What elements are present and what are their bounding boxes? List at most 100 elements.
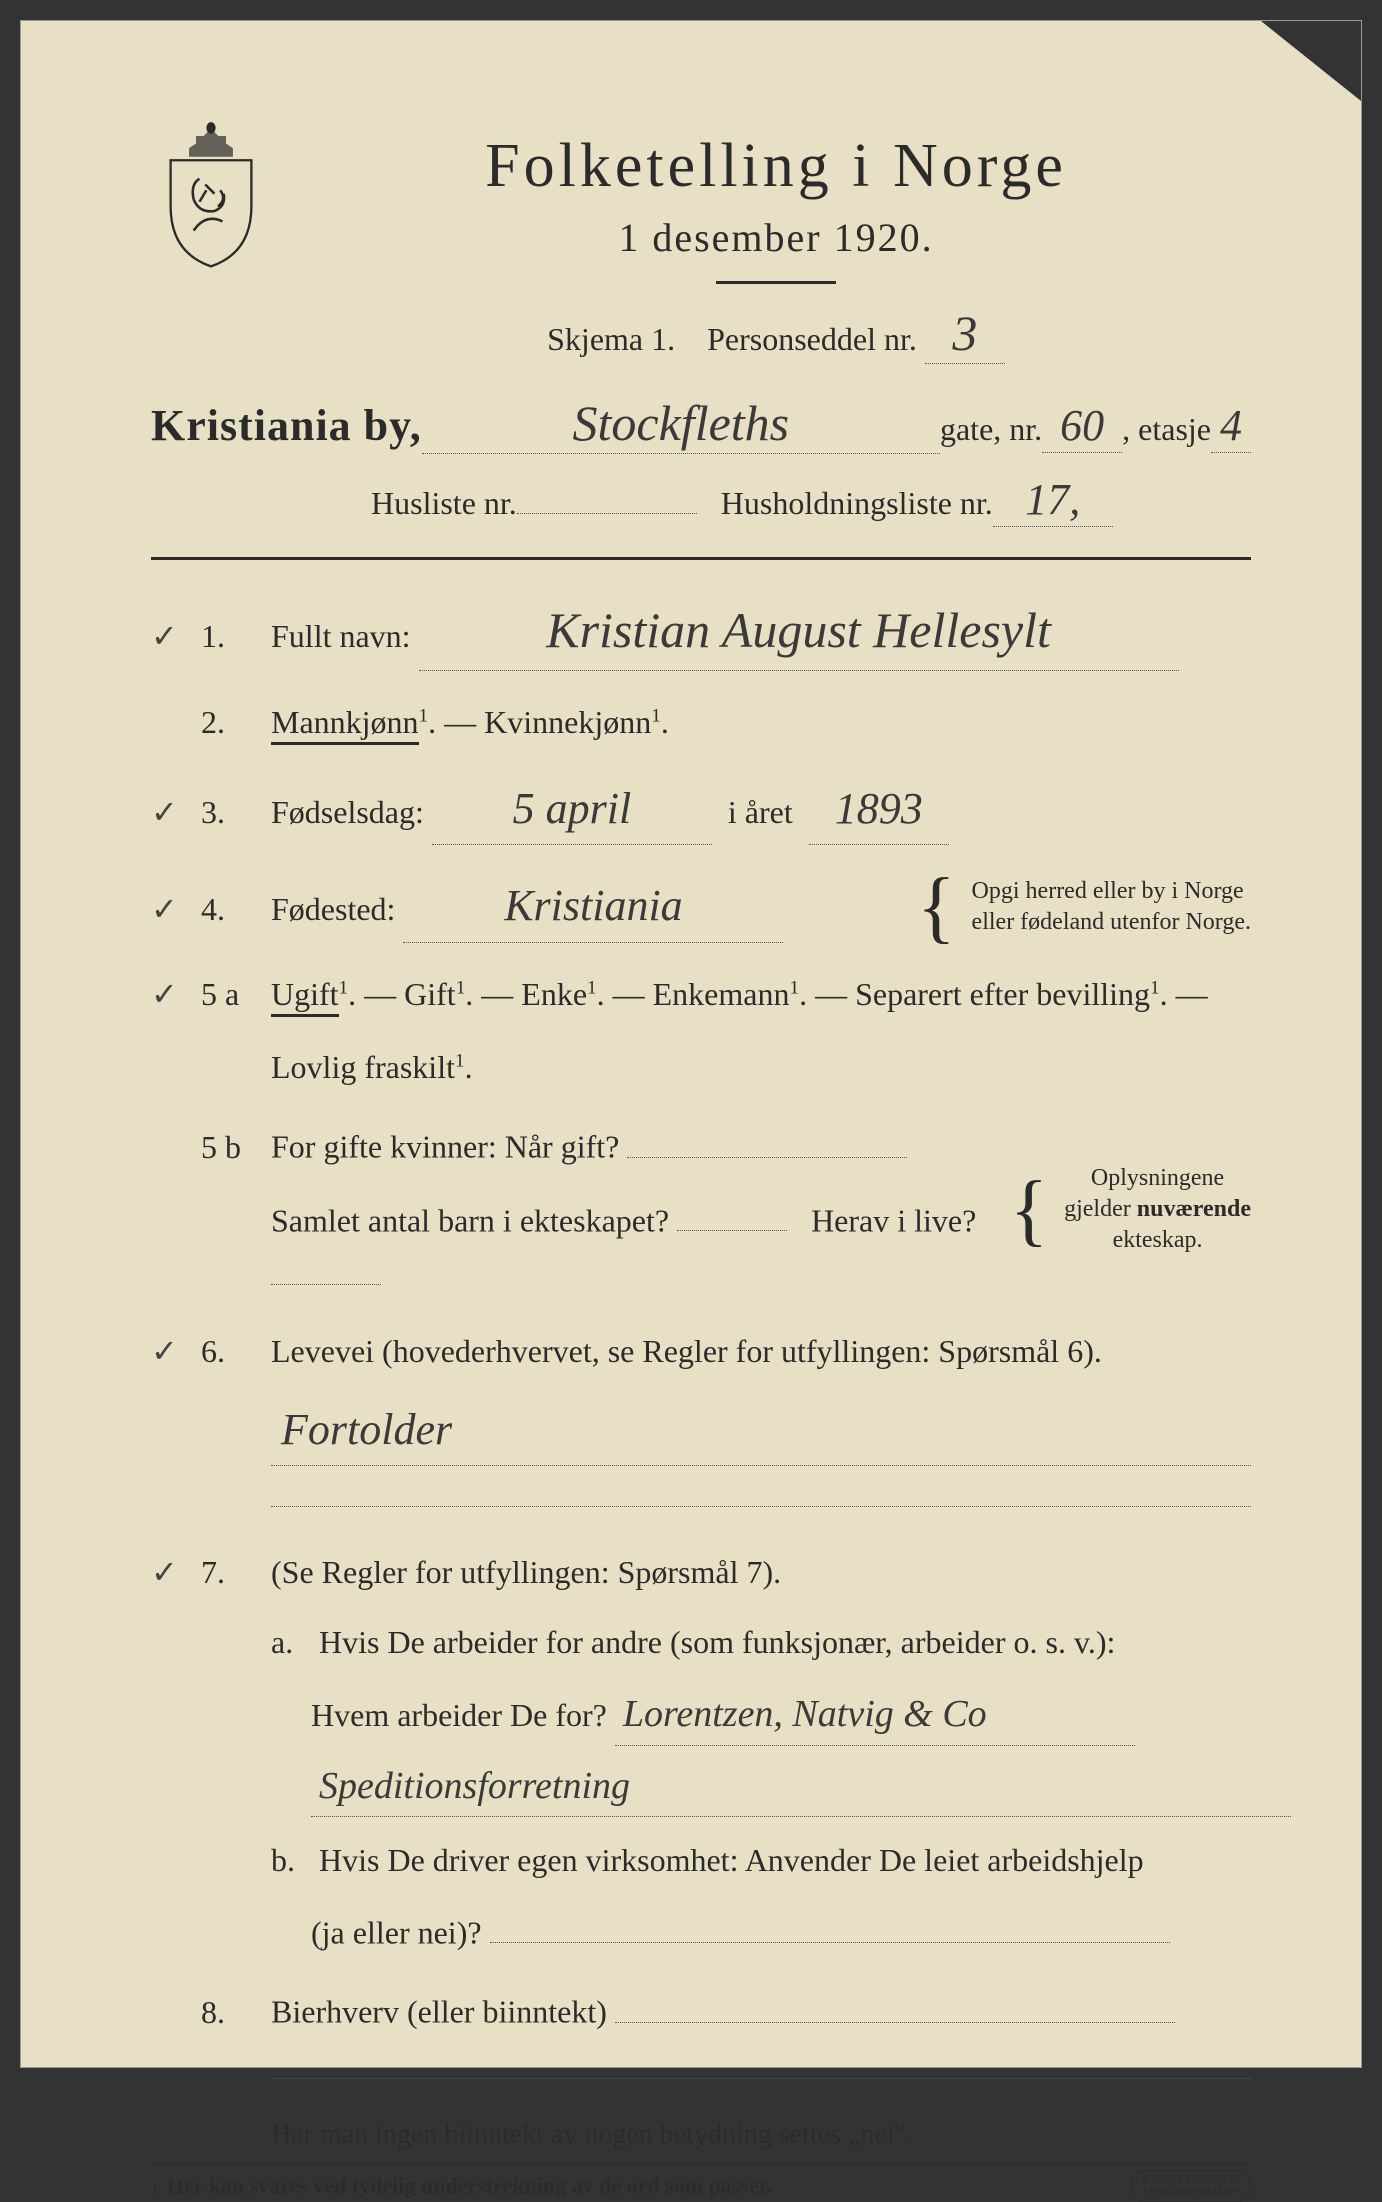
q7a-label: a. — [271, 1617, 311, 1668]
etasje-label: , etasje — [1122, 411, 1211, 448]
q1-row: ✓ 1. Fullt navn: Kristian August Hellesy… — [151, 590, 1251, 671]
footer-note: Har man ingen biinntekt av nogen betydni… — [271, 2119, 1251, 2151]
s5: 1 — [1150, 977, 1160, 998]
q5a-gift: Gift — [404, 976, 456, 1012]
employer: Lorentzen, Natvig & Co — [615, 1684, 1135, 1746]
header: Folketelling i Norge 1 desember 1920. Sk… — [151, 121, 1251, 364]
d2: . — — [465, 976, 521, 1012]
coat-of-arms-icon — [151, 121, 271, 271]
q2-period2: . — [661, 704, 669, 740]
footnote-num: 1 — [151, 2180, 159, 2198]
d5: . — — [1160, 976, 1208, 1012]
birthplace: Kristiania — [403, 871, 783, 942]
q7b-l1: Hvis De driver egen virksomhet: Anvender… — [319, 1842, 1144, 1878]
birth-year: 1893 — [809, 774, 949, 845]
q7-num: 7. — [201, 1554, 271, 1591]
q2-sup2: 1 — [651, 705, 661, 726]
q5b-note-l2: gjelder nuværende — [1064, 1196, 1251, 1222]
q5b-l2a: Samlet antal barn i ekteskapet? — [271, 1202, 669, 1238]
q4-label: Fødested: — [271, 891, 395, 927]
gate-label: gate, nr. — [940, 411, 1042, 448]
q8-label: Bierhverv (eller biinntekt) — [271, 1994, 607, 2030]
personseddel-nr: 3 — [925, 304, 1005, 364]
q6-answer-line: Fortolder — [271, 1395, 1251, 1466]
street-name: Stockfleths — [422, 394, 940, 454]
q8-num: 8. — [201, 1994, 271, 2031]
q5a-fraskilt: Lovlig fraskilt — [271, 1049, 455, 1085]
s2: 1 — [456, 977, 466, 998]
q4-num: 4. — [201, 891, 271, 928]
husholdning-label: Husholdningsliste nr. — [721, 485, 993, 522]
s1: 1 — [339, 977, 349, 998]
q1-body: Fullt navn: Kristian August Hellesylt — [271, 590, 1251, 671]
q3-num: 3. — [201, 794, 271, 831]
q6-num: 6. — [201, 1333, 271, 1370]
employer-line2: Speditionsforretning — [311, 1756, 1291, 1818]
q3-label: Fødselsdag: — [271, 794, 424, 830]
q8-body: Bierhverv (eller biinntekt) — [271, 1984, 1251, 2038]
q2-dash: — — [444, 704, 484, 740]
q2-body: Mannkjønn1. — Kvinnekjønn1. — [271, 697, 1251, 748]
printer-l2: • FREDRIKSHALD • — [1143, 2186, 1240, 2198]
d4: . — — [799, 976, 855, 1012]
q5b-note-l3: ekteskap. — [1113, 1227, 1203, 1253]
q5a-check-icon: ✓ — [151, 975, 201, 1013]
q3-row: ✓ 3. Fødselsdag: 5 april i året 1893 — [151, 774, 1251, 845]
q5a-ugift: Ugift — [271, 976, 339, 1017]
p6: . — [465, 1049, 473, 1085]
gate-nr: 60 — [1042, 400, 1122, 453]
q4-row: ✓ 4. Fødested: Kristiania { Opgi herred … — [151, 871, 1251, 942]
census-form-page: Folketelling i Norge 1 desember 1920. Sk… — [20, 20, 1362, 2068]
q5a-enke: Enke — [521, 976, 587, 1012]
q7a: a. Hvis De arbeider for andre (som funks… — [271, 1617, 1251, 1818]
q2-sup1: 1 — [419, 705, 429, 726]
skjema-line: Skjema 1. Personseddel nr. 3 — [301, 304, 1251, 364]
q1-num: 1. — [201, 618, 271, 655]
q2-male: Mannkjønn — [271, 704, 419, 745]
q1-check-icon: ✓ — [151, 617, 201, 655]
title-block: Folketelling i Norge 1 desember 1920. Sk… — [301, 121, 1251, 364]
skjema-label-a: Skjema 1. — [547, 321, 675, 357]
q5b-note: Oplysningene gjelder nuværende ekteskap. — [1064, 1163, 1251, 1257]
footnote-text: Her kan svares ved tydelig understreknin… — [167, 2173, 772, 2199]
husliste-line: Husliste nr. Husholdningsliste nr. 17, — [151, 474, 1251, 527]
folded-corner — [1261, 21, 1361, 101]
q5b-gift-year — [627, 1119, 907, 1157]
q3-body: Fødselsdag: 5 april i året 1893 — [271, 774, 1251, 845]
q4-check-icon: ✓ — [151, 890, 201, 928]
q7-row: ✓ 7. (Se Regler for utfyllingen: Spørsmå… — [151, 1547, 1251, 1598]
d3: . — — [597, 976, 653, 1012]
q4-body: Fødested: Kristiania { Opgi herred eller… — [271, 871, 1251, 942]
q5b-row: 5 b For gifte kvinner: Når gift? Samlet … — [151, 1119, 1251, 1300]
section-divider — [151, 557, 1251, 560]
q1-label: Fullt navn: — [271, 618, 411, 654]
q5b-l1a: For gifte kvinner: Når gift? — [271, 1129, 619, 1165]
city-label: Kristiania by, — [151, 400, 422, 451]
q7b: b. Hvis De driver egen virksomhet: Anven… — [271, 1835, 1251, 1958]
husliste-nr — [517, 476, 697, 514]
q3-check-icon: ✓ — [151, 793, 201, 831]
q5a-enkemann: Enkemann — [653, 976, 790, 1012]
q6-body: Levevei (hovederhvervet, se Regler for u… — [271, 1326, 1251, 1377]
q6-blank-line — [271, 1506, 1251, 1507]
q7-check-icon: ✓ — [151, 1553, 201, 1591]
q4-note-l2: eller fødeland utenfor Norge. — [972, 909, 1251, 935]
q7b-answer — [490, 1905, 1170, 1943]
s4: 1 — [789, 977, 799, 998]
q5a-body: Ugift1. — Gift1. — Enke1. — Enkemann1. —… — [271, 969, 1251, 1020]
s3: 1 — [587, 977, 597, 998]
occupation: Fortolder — [271, 1395, 1251, 1466]
q7b-l2: (ja eller nei)? — [311, 1914, 482, 1950]
printer-mark: E.SEM'S TRYKKERI • FREDRIKSHALD • — [1131, 2170, 1251, 2202]
q7-body: (Se Regler for utfyllingen: Spørsmål 7). — [271, 1547, 1251, 1598]
husliste-label: Husliste nr. — [371, 485, 517, 522]
q2-period1: . — [428, 704, 436, 740]
birth-day: 5 april — [432, 774, 712, 845]
q5b-num: 5 b — [201, 1129, 271, 1166]
printer-l1: E.SEM'S TRYKKERI — [1142, 2174, 1240, 2186]
footnote: 1 Her kan svares ved tydelig understrekn… — [151, 2163, 1251, 2202]
q2-num: 2. — [201, 704, 271, 741]
etasje-nr: 4 — [1211, 400, 1251, 453]
divider — [716, 281, 836, 284]
q2-row: 2. Mannkjønn1. — Kvinnekjønn1. — [151, 697, 1251, 748]
